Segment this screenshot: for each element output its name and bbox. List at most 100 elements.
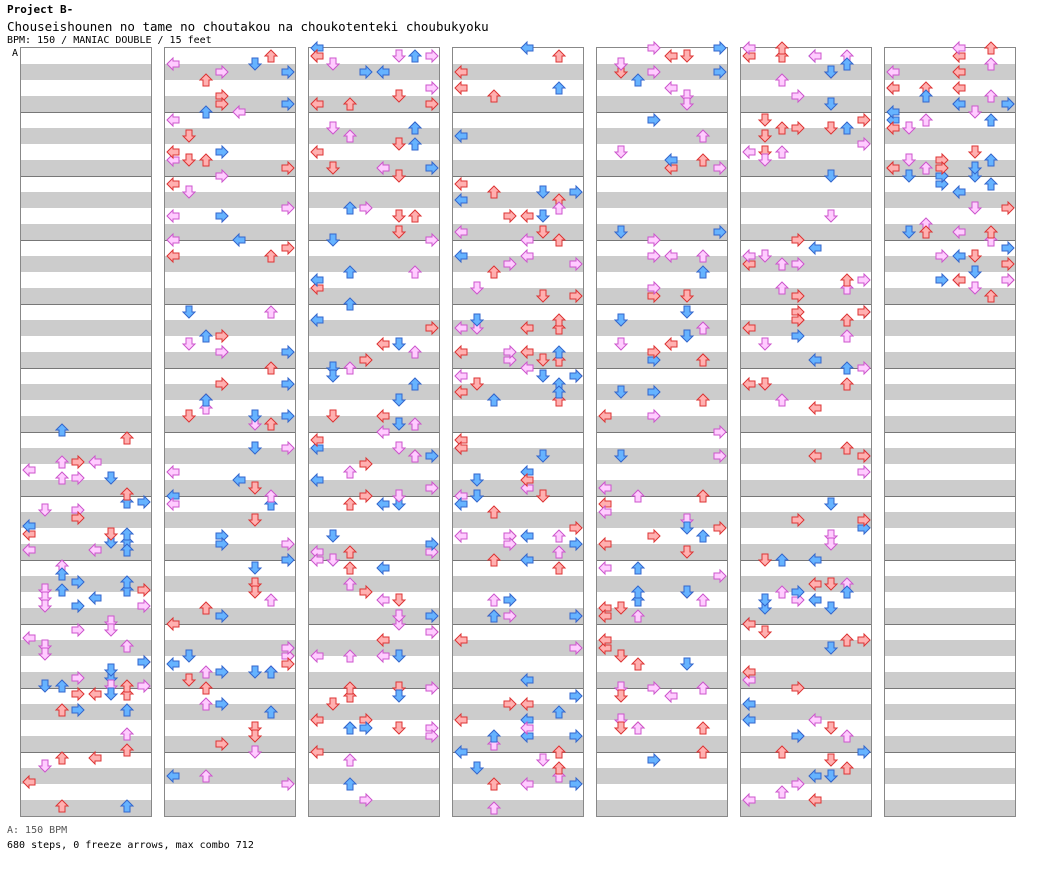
arrow-down-icon xyxy=(823,97,839,111)
measure-line xyxy=(309,112,439,113)
arrow-right-icon xyxy=(857,360,871,376)
arrow-left-icon xyxy=(454,744,468,760)
arrow-right-icon xyxy=(425,480,439,496)
arrow-left-icon xyxy=(231,472,246,488)
arrow-right-icon xyxy=(713,160,727,176)
arrow-right-icon xyxy=(647,680,661,696)
arrow-right-icon xyxy=(791,288,805,304)
arrow-right-icon xyxy=(71,470,85,486)
arrow-left-icon xyxy=(375,496,390,512)
arrow-up-icon xyxy=(840,313,855,327)
arrow-up-icon xyxy=(120,527,135,541)
arrow-right-icon xyxy=(359,720,373,736)
chart-column xyxy=(164,47,296,817)
measure-line xyxy=(885,112,1015,113)
arrow-down-icon xyxy=(391,137,407,151)
arrow-left-icon xyxy=(519,720,534,736)
arrow-up-icon xyxy=(774,785,790,799)
arrow-down-icon xyxy=(247,481,263,495)
arrow-up-icon xyxy=(120,487,135,501)
arrow-right-icon xyxy=(647,344,661,360)
measure-line xyxy=(741,304,871,305)
chart-column xyxy=(452,47,584,817)
arrow-right-icon xyxy=(359,64,373,80)
measure-line xyxy=(21,688,151,689)
arrow-down-icon xyxy=(391,441,407,455)
arrow-down-icon xyxy=(391,609,407,623)
arrow-up-icon xyxy=(630,489,646,503)
arrow-down-icon xyxy=(247,513,263,527)
arrow-down-icon xyxy=(103,623,119,637)
arrow-down-icon xyxy=(326,369,341,383)
measure-line xyxy=(453,688,583,689)
arrow-up-icon xyxy=(774,585,790,599)
arrow-left-icon xyxy=(598,408,612,424)
arrow-right-icon xyxy=(359,584,373,600)
arrow-down-icon xyxy=(182,409,197,423)
arrow-right-icon xyxy=(425,160,439,176)
measure-line xyxy=(309,560,439,561)
arrow-down-icon xyxy=(823,769,839,783)
arrow-down-icon xyxy=(614,385,629,399)
arrow-up-icon xyxy=(408,449,423,463)
arrow-up-icon xyxy=(408,209,423,223)
arrow-up-icon xyxy=(198,681,214,695)
arrow-up-icon xyxy=(696,529,711,543)
arrow-left-icon xyxy=(454,368,468,384)
measure-line xyxy=(741,560,871,561)
arrow-right-icon xyxy=(503,208,517,224)
measure-line xyxy=(741,624,871,625)
arrow-right-icon xyxy=(857,744,871,760)
arrow-right-icon xyxy=(569,520,583,536)
arrow-right-icon xyxy=(647,408,661,424)
arrow-right-icon xyxy=(71,454,85,470)
arrow-down-icon xyxy=(902,169,917,183)
arrow-left-icon xyxy=(951,248,966,264)
arrow-up-icon xyxy=(342,129,358,143)
arrow-left-icon xyxy=(519,552,534,568)
arrow-right-icon xyxy=(857,136,871,152)
arrow-down-icon xyxy=(679,585,695,599)
measure-line xyxy=(21,624,151,625)
arrow-left-icon xyxy=(807,448,822,464)
measure-line xyxy=(597,112,727,113)
arrow-up-icon xyxy=(54,799,70,813)
arrow-down-icon xyxy=(470,313,485,327)
arrow-down-icon xyxy=(614,601,629,615)
arrow-left-icon xyxy=(742,376,756,392)
arrow-right-icon xyxy=(215,64,229,80)
arrow-right-icon xyxy=(713,40,727,56)
arrow-down-icon xyxy=(967,145,983,159)
arrow-up-icon xyxy=(120,727,135,741)
measure-line xyxy=(741,112,871,113)
arrow-down-icon xyxy=(614,57,629,71)
arrow-down-icon xyxy=(535,489,551,503)
arrow-right-icon xyxy=(569,640,583,656)
arrow-left-icon xyxy=(598,536,612,552)
arrow-right-icon xyxy=(857,632,871,648)
arrow-down-icon xyxy=(535,449,551,463)
arrow-right-icon xyxy=(791,728,805,744)
arrow-up-icon xyxy=(486,609,502,623)
arrow-left-icon xyxy=(519,40,534,56)
arrow-left-icon xyxy=(87,686,102,702)
measure-line xyxy=(309,368,439,369)
arrow-left-icon xyxy=(742,696,756,712)
arrow-right-icon xyxy=(215,664,229,680)
measure-line xyxy=(21,496,151,497)
arrow-up-icon xyxy=(552,761,567,775)
arrow-up-icon xyxy=(342,777,358,791)
arrow-left-icon xyxy=(22,518,36,534)
arrow-up-icon xyxy=(342,753,358,767)
arrow-down-icon xyxy=(391,721,407,735)
arrow-left-icon xyxy=(375,64,390,80)
arrow-right-icon xyxy=(359,200,373,216)
arrow-down-icon xyxy=(470,761,485,775)
arrow-left-icon xyxy=(454,192,468,208)
arrow-right-icon xyxy=(281,656,295,672)
arrow-down-icon xyxy=(823,209,839,223)
arrow-left-icon xyxy=(519,672,534,688)
arrow-up-icon xyxy=(342,497,358,511)
arrow-down-icon xyxy=(182,673,197,687)
arrow-up-icon xyxy=(552,201,567,215)
